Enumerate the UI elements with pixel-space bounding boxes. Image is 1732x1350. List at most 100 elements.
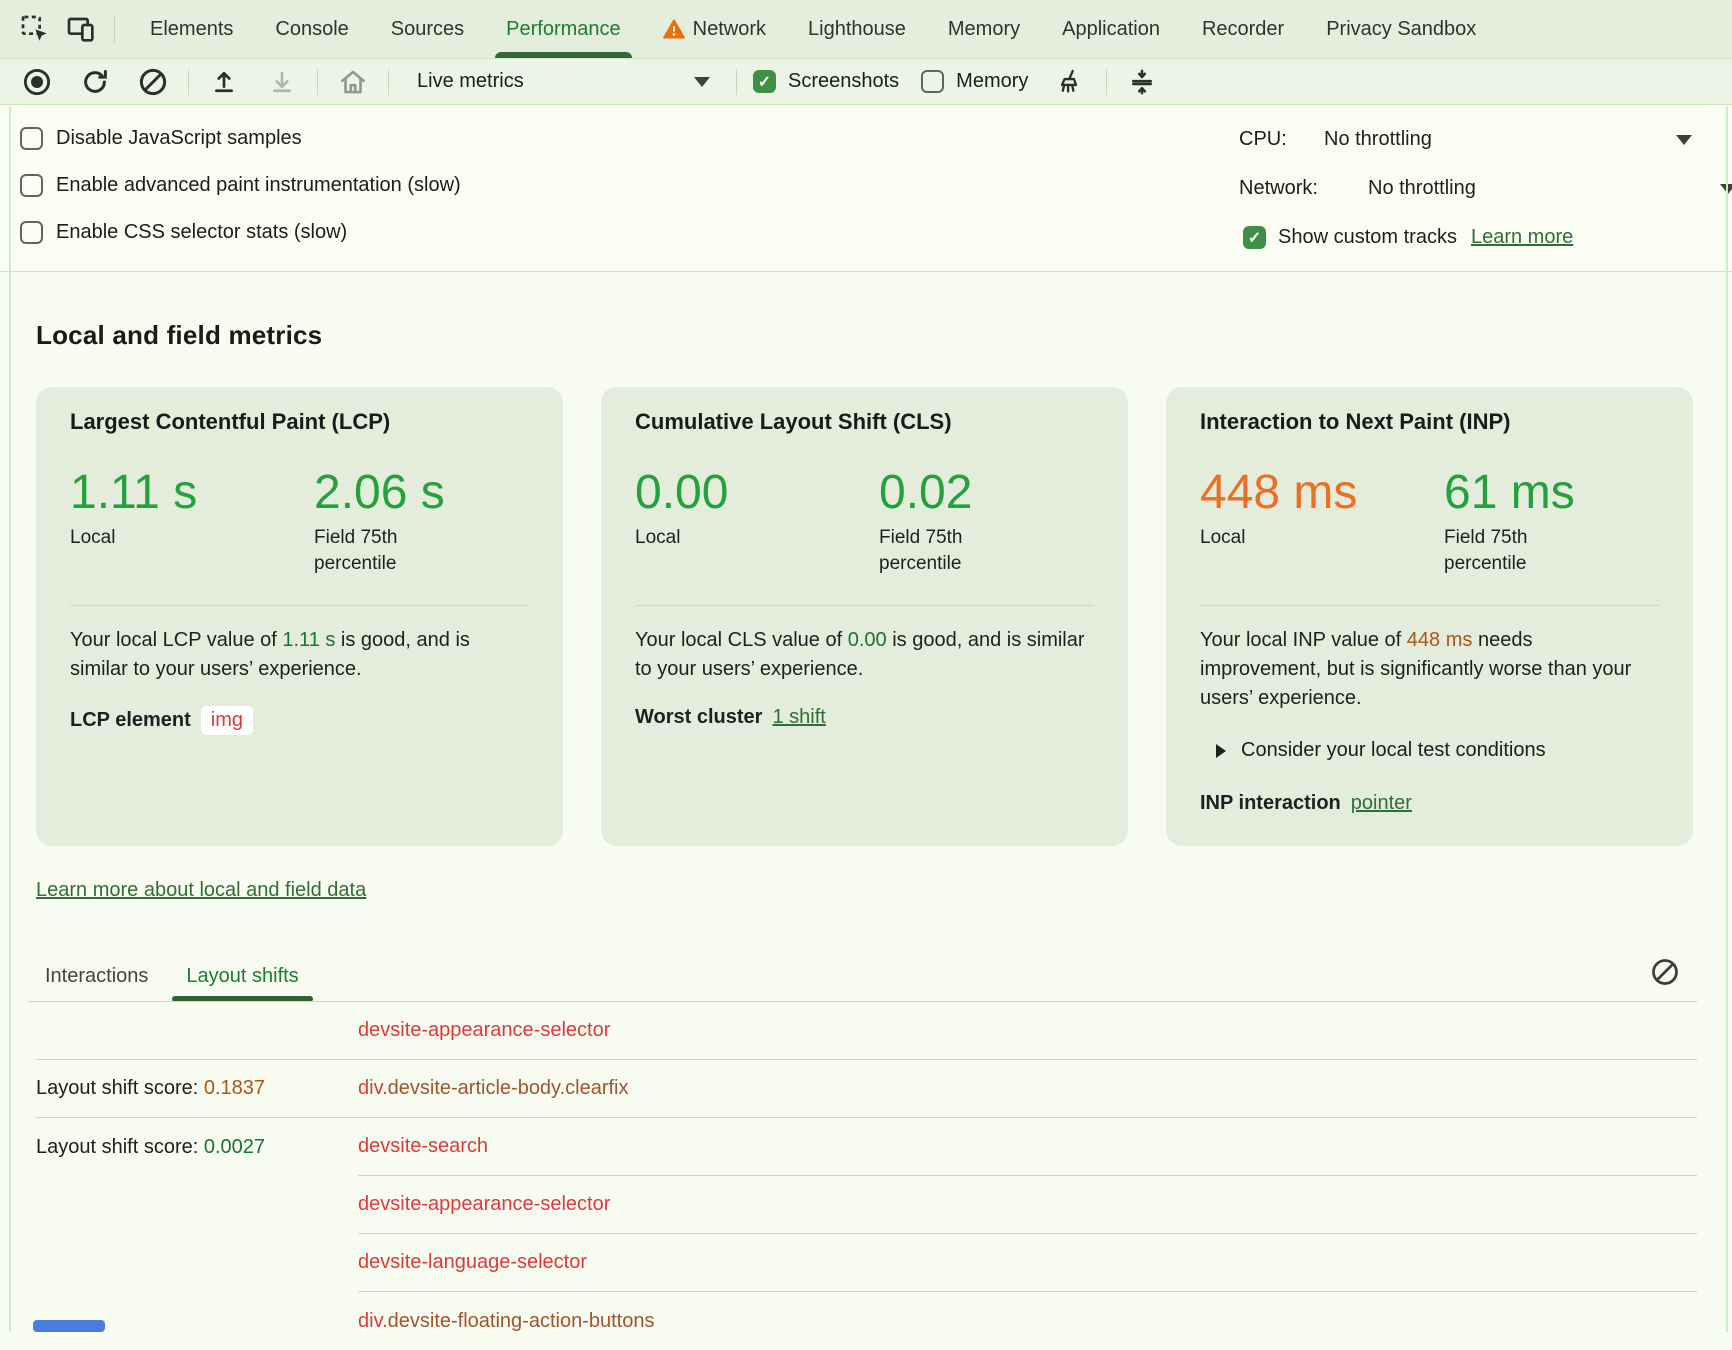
home-icon — [338, 67, 368, 97]
tab-privacy-sandbox[interactable]: Privacy Sandbox — [1326, 17, 1477, 40]
save-profile-button[interactable] — [263, 63, 301, 101]
tab-application[interactable]: Application — [1062, 17, 1160, 40]
node-link[interactable]: devsite-appearance-selector — [358, 1193, 611, 1215]
advanced-paint-label[interactable]: Enable advanced paint instrumentation (s… — [56, 174, 461, 196]
network-throttling-select[interactable]: No throttling — [1368, 177, 1476, 199]
clear-recording-button[interactable] — [134, 63, 172, 101]
lcp-element-node-link[interactable]: img — [200, 706, 254, 735]
node-link[interactable]: devsite-language-selector — [358, 1251, 588, 1273]
record-button[interactable] — [18, 63, 56, 101]
custom-tracks-row: ✓ Show custom tracks Learn more — [1239, 213, 1732, 262]
performance-toolbar: Live metrics ✓ Screenshots Memory — [0, 59, 1732, 105]
toolbar-separator — [114, 15, 115, 43]
reload-and-record-button[interactable] — [76, 63, 114, 101]
layout-shift-row: Layout shift score: 0.1837 div.devsite-a… — [36, 1060, 1697, 1118]
tab-memory[interactable]: Memory — [947, 17, 1021, 40]
collect-garbage-button[interactable] — [1052, 63, 1090, 101]
option-row-paint-instrumentation: Enable advanced paint instrumentation (s… — [0, 162, 1732, 209]
inp-field-value: 61 ms — [1444, 466, 1575, 519]
card-divider — [635, 605, 1094, 606]
inp-interaction-link[interactable]: pointer — [1350, 792, 1412, 814]
card-divider — [70, 605, 529, 606]
inp-interaction-label: INP interaction — [1200, 792, 1341, 814]
cls-local-label: Local — [635, 527, 681, 548]
block-icon — [138, 67, 168, 97]
cls-field-label: Field 75th percentile — [879, 527, 963, 574]
memory-label[interactable]: Memory — [956, 70, 1029, 92]
upload-icon — [210, 68, 238, 96]
inp-inline-value: 448 ms — [1406, 629, 1473, 651]
lcp-local-value: 1.11 s — [70, 466, 198, 519]
load-profile-button[interactable] — [205, 63, 243, 101]
tab-elements[interactable]: Elements — [150, 17, 234, 40]
panel-mode-dropdown[interactable]: Live metrics — [405, 70, 720, 93]
node-link[interactable]: div.devsite-floating-action-buttons — [358, 1309, 655, 1332]
layout-shift-row: Layout shift score: 0.0027 devsite-searc… — [36, 1118, 1697, 1176]
local-test-conditions-disclosure[interactable]: Consider your local test conditions — [1216, 739, 1659, 762]
disable-js-samples-label[interactable]: Disable JavaScript samples — [56, 127, 302, 149]
field-data-learn-more-link[interactable]: Learn more about local and field data — [36, 879, 367, 901]
panel-mode-value: Live metrics — [417, 70, 524, 92]
css-selector-stats-checkbox[interactable] — [20, 221, 43, 244]
layout-shift-score: 0.0027 — [203, 1135, 266, 1158]
clear-icon — [1650, 957, 1680, 987]
node-link[interactable]: devsite-appearance-selector — [358, 1019, 611, 1041]
inp-local-value: 448 ms — [1200, 466, 1358, 519]
tab-recorder[interactable]: Recorder — [1201, 17, 1285, 40]
divider — [28, 1001, 1697, 1002]
tab-network[interactable]: Network — [642, 0, 787, 58]
device-toolbar-button[interactable] — [62, 10, 100, 48]
cpu-label: CPU: — [1239, 128, 1287, 150]
clear-log-button[interactable] — [1649, 956, 1681, 988]
cpu-throttling-select[interactable]: No throttling — [1324, 128, 1432, 150]
cls-inline-value: 0.00 — [847, 629, 887, 651]
network-label: Network: — [1239, 177, 1318, 199]
live-metrics-view: Local and field metrics Largest Contentf… — [0, 320, 1732, 1350]
toolbar-separator — [317, 68, 318, 95]
disable-js-samples-checkbox[interactable] — [20, 127, 43, 150]
back-home-button[interactable] — [334, 63, 372, 101]
memory-checkbox[interactable] — [921, 70, 945, 93]
show-custom-tracks-checkbox[interactable]: ✓ — [1243, 226, 1266, 249]
screenshots-label[interactable]: Screenshots — [788, 70, 900, 92]
download-icon — [268, 68, 296, 96]
worst-cluster-link[interactable]: 1 shift — [772, 706, 826, 728]
tab-lighthouse[interactable]: Lighthouse — [808, 17, 906, 40]
cls-field-value: 0.02 — [879, 466, 973, 519]
broom-icon — [1057, 68, 1085, 96]
toolbar-separator — [188, 68, 189, 95]
cls-card-title: Cumulative Layout Shift (CLS) — [635, 409, 952, 434]
tab-interactions[interactable]: Interactions — [45, 964, 149, 987]
shortcuts-dialog-button[interactable] — [1123, 63, 1161, 101]
layout-shift-score: 0.1837 — [203, 1077, 266, 1099]
toolbar-separator — [1106, 68, 1108, 95]
capture-settings-panel: Disable JavaScript samples Enable advanc… — [0, 105, 1732, 272]
node-link[interactable]: devsite-search — [358, 1135, 489, 1157]
scrollbar-thumb[interactable] — [33, 1320, 105, 1332]
tab-console[interactable]: Console — [275, 17, 349, 40]
inspect-element-button[interactable] — [16, 10, 54, 48]
css-selector-stats-label[interactable]: Enable CSS selector stats (slow) — [56, 221, 348, 243]
node-link[interactable]: div.devsite-article-body.clearfix — [358, 1077, 629, 1099]
show-custom-tracks-label[interactable]: Show custom tracks — [1278, 226, 1457, 248]
inp-field-label: Field 75th percentile — [1444, 527, 1528, 574]
tab-performance[interactable]: Performance — [485, 0, 642, 58]
lcp-description: Your local LCP value of 1.11 s is good, … — [70, 629, 470, 680]
layout-shift-row: devsite-language-selector — [36, 1234, 1697, 1292]
lcp-field-value: 2.06 s — [314, 466, 445, 519]
tab-sources[interactable]: Sources — [390, 17, 465, 40]
screenshots-checkbox[interactable]: ✓ — [753, 70, 776, 93]
collapse-arrows-icon — [1128, 68, 1156, 96]
advanced-paint-checkbox[interactable] — [20, 174, 43, 197]
record-icon — [22, 67, 52, 97]
live-metrics-log-header: Interactions Layout shifts — [28, 950, 1697, 1002]
custom-tracks-learn-more-link[interactable]: Learn more — [1470, 226, 1574, 248]
option-row-css-selector-stats: Enable CSS selector stats (slow) — [0, 209, 1732, 256]
inp-description: Your local INP value of 448 ms needs imp… — [1200, 629, 1632, 709]
cls-card: Cumulative Layout Shift (CLS) 0.00 Local… — [601, 387, 1128, 846]
tab-layout-shifts[interactable]: Layout shifts — [172, 950, 314, 1002]
panel-border-left — [9, 106, 11, 1332]
lcp-card: Largest Contentful Paint (LCP) 1.11 s Lo… — [36, 387, 563, 846]
worst-cluster-label: Worst cluster — [635, 706, 763, 728]
inp-card: Interaction to Next Paint (INP) 448 ms L… — [1166, 387, 1693, 846]
